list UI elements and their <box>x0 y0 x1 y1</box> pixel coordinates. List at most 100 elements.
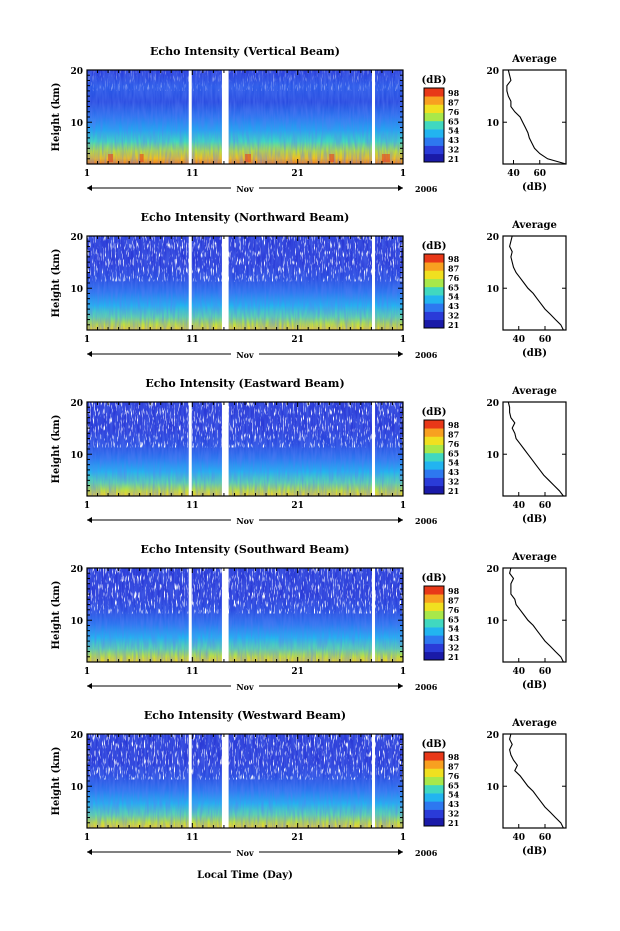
colorbar-segment <box>424 768 444 777</box>
profile-y-tick-label: 20 <box>486 731 499 741</box>
profile-frame <box>502 69 567 165</box>
data-gap <box>221 402 226 496</box>
colorbar-segment <box>424 594 444 603</box>
profile-x-tick-label: 60 <box>539 667 552 677</box>
colorbar-tick-label: 43 <box>448 135 460 145</box>
colorbar-segment <box>424 88 444 97</box>
colorbar-tick-label: 21 <box>448 818 459 828</box>
profile-frame <box>502 401 567 497</box>
data-gap <box>225 70 229 164</box>
x-tick-label: 11 <box>186 501 199 511</box>
colorbar-tick-label: 32 <box>448 477 459 487</box>
year-label: 2006 <box>415 682 438 692</box>
month-arrow-right <box>398 185 403 191</box>
x-tick-label: 1 <box>400 667 406 677</box>
profile-line <box>506 69 567 165</box>
x-tick-label: 11 <box>186 833 199 843</box>
missing-data-speckle <box>87 70 403 91</box>
panel-title: Echo Intensity (Northward Beam) <box>141 211 350 224</box>
colorbar-segment <box>424 104 444 113</box>
profile-y-tick-label: 20 <box>486 399 499 409</box>
y-tick-label: 10 <box>70 451 83 461</box>
colorbar-segment <box>424 776 444 786</box>
colorbar-segment <box>424 610 444 620</box>
data-gap <box>221 70 226 164</box>
x-tick-label: 21 <box>291 667 304 677</box>
month-arrow-left <box>87 185 92 191</box>
colorbar-tick-label: 43 <box>448 301 460 311</box>
month-label: Nov <box>236 350 254 360</box>
x-tick-label: 21 <box>291 833 304 843</box>
colorbar-segment <box>424 254 444 263</box>
colorbar-frame <box>423 751 445 827</box>
colorbar-tick-label: 32 <box>448 643 459 653</box>
colorbar-segment <box>424 286 444 296</box>
month-label: Nov <box>236 848 254 858</box>
colorbar-frame <box>423 585 445 661</box>
y-axis-label: Height (km) <box>51 747 62 816</box>
colorbar-label: (dB) <box>422 75 447 86</box>
y-tick-label: 10 <box>70 617 83 627</box>
x-tick-label: 1 <box>400 833 406 843</box>
month-label-bg <box>231 182 259 194</box>
x-tick-label: 1 <box>400 169 406 179</box>
data-gap <box>221 568 226 662</box>
data-gap <box>188 402 192 496</box>
colorbar-tick-label: 87 <box>448 595 459 605</box>
colorbar-segment <box>424 436 444 445</box>
data-gap <box>372 568 376 662</box>
y-tick-label: 20 <box>70 565 83 575</box>
profile-x-tick-label: 40 <box>512 833 525 843</box>
profile-x-tick-label: 60 <box>539 501 552 511</box>
x-tick-label: 21 <box>291 501 304 511</box>
profile-x-tick-label: 40 <box>512 501 525 511</box>
missing-data-speckle <box>87 402 403 448</box>
profile-title: Average <box>511 220 557 231</box>
y-tick-label: 10 <box>70 783 83 793</box>
colorbar-tick-label: 76 <box>448 771 460 781</box>
colorbar-tick-label: 98 <box>448 254 460 264</box>
colorbar-tick-label: 65 <box>448 614 459 624</box>
x-tick-label: 1 <box>400 335 406 345</box>
colorbar-segment <box>424 651 444 661</box>
colorbar-tick-label: 54 <box>448 624 460 634</box>
heatmap-hotspot <box>329 154 335 162</box>
colorbar-segment <box>424 96 444 105</box>
colorbar-segment <box>424 635 444 644</box>
colorbar-frame <box>423 253 445 329</box>
month-label: Nov <box>236 682 254 692</box>
colorbar-segment <box>424 428 444 437</box>
profile-title: Average <box>511 718 557 729</box>
colorbar-tick-label: 54 <box>448 126 460 136</box>
data-gap <box>372 236 376 330</box>
colorbar-segment <box>424 112 444 122</box>
x-tick-label: 1 <box>84 501 90 511</box>
data-gap <box>372 402 376 496</box>
data-gap <box>372 734 376 828</box>
colorbar-segment <box>424 643 444 653</box>
profile-y-tick-label: 10 <box>486 783 499 793</box>
y-tick-label: 20 <box>70 233 83 243</box>
colorbar-tick-label: 32 <box>448 145 459 155</box>
colorbar-tick-label: 54 <box>448 458 460 468</box>
year-label: 2006 <box>415 184 438 194</box>
colorbar-tick-label: 87 <box>448 97 459 107</box>
y-axis-label: Height (km) <box>51 581 62 650</box>
data-gap <box>225 402 229 496</box>
panel-title: Echo Intensity (Westward Beam) <box>144 709 346 722</box>
heatmap-hotspot <box>108 154 114 162</box>
x-tick-label: 1 <box>400 501 406 511</box>
colorbar-segment <box>424 295 444 304</box>
y-tick-label: 10 <box>70 119 83 129</box>
data-gap <box>188 236 192 330</box>
colorbar-segment <box>424 469 444 478</box>
colorbar-tick-label: 21 <box>448 486 459 496</box>
data-gap <box>225 734 229 828</box>
colorbar-segment <box>424 801 444 810</box>
month-label-bg <box>231 846 259 858</box>
heatmap-hotspot <box>245 154 251 162</box>
colorbar-tick-label: 76 <box>448 273 460 283</box>
